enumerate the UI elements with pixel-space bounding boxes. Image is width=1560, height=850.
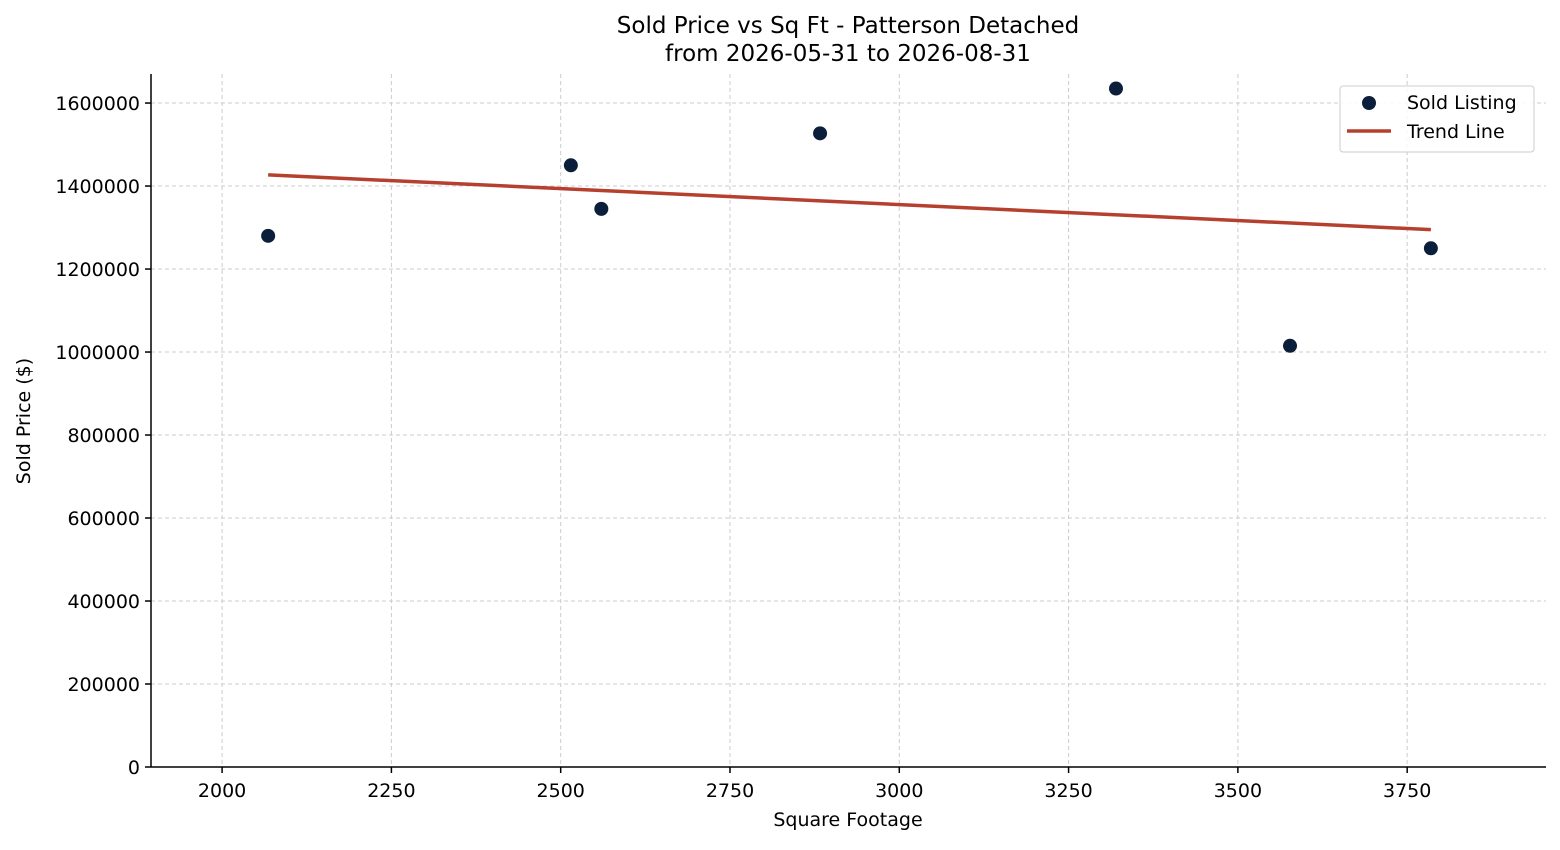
x-tick-label: 2500 bbox=[537, 780, 585, 802]
legend-marker-sold-listing bbox=[1362, 96, 1376, 110]
data-point bbox=[594, 201, 609, 216]
trend-line bbox=[268, 173, 1431, 232]
y-tick-label: 600000 bbox=[67, 508, 140, 530]
legend-label-sold-listing: Sold Listing bbox=[1407, 92, 1517, 114]
x-tick-label: 3500 bbox=[1214, 780, 1262, 802]
y-axis-label: Sold Price ($) bbox=[13, 358, 35, 484]
legend-box bbox=[1339, 85, 1535, 153]
y-tick-label: 1000000 bbox=[55, 342, 140, 364]
grid-layer bbox=[151, 74, 1546, 768]
y-tick-label: 1200000 bbox=[55, 259, 140, 281]
x-tick-label: 3750 bbox=[1383, 780, 1431, 802]
chart-title: Sold Price vs Sq Ft - Patterson Detached bbox=[617, 13, 1079, 39]
y-tick-label: 400000 bbox=[67, 591, 140, 613]
legend: Sold Listing Trend Line bbox=[1339, 85, 1535, 153]
data-point bbox=[813, 126, 828, 141]
data-point bbox=[261, 228, 276, 243]
x-tick-label: 2250 bbox=[367, 780, 415, 802]
y-tick-label: 1600000 bbox=[55, 93, 140, 115]
chart-subtitle: from 2026-05-31 to 2026-08-31 bbox=[665, 41, 1031, 67]
y-tick-label: 0 bbox=[128, 757, 140, 779]
y-tick-label: 200000 bbox=[67, 674, 140, 696]
x-tick-label: 2000 bbox=[198, 780, 246, 802]
legend-label-trend-line: Trend Line bbox=[1406, 121, 1505, 143]
axes-layer bbox=[150, 74, 1546, 768]
x-tick-label: 3000 bbox=[875, 780, 923, 802]
trend-layer bbox=[268, 173, 1431, 232]
ticks-layer: 2000 2250 2500 2750 3000 3250 3500 3750 0 200000 4… bbox=[55, 93, 1431, 802]
y-tick-label: 1400000 bbox=[55, 176, 140, 198]
x-tick-label: 3250 bbox=[1044, 780, 1092, 802]
x-tick-label: 2750 bbox=[706, 780, 754, 802]
x-axis-label: Square Footage bbox=[773, 809, 922, 831]
data-point bbox=[1423, 241, 1438, 256]
y-tick-label: 800000 bbox=[67, 425, 140, 447]
data-point bbox=[563, 158, 578, 173]
data-point bbox=[1108, 81, 1123, 96]
data-point bbox=[1283, 338, 1298, 353]
points-layer bbox=[261, 81, 1438, 353]
